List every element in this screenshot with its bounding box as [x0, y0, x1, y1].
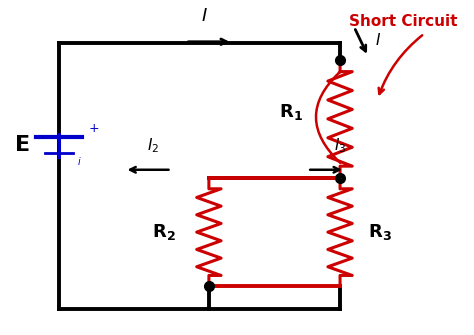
Text: $+$: $+$ — [88, 122, 99, 135]
Text: $i$: $i$ — [77, 155, 82, 167]
Text: $I$: $I$ — [375, 32, 381, 48]
FancyArrowPatch shape — [316, 72, 340, 163]
Text: $\mathbf{E}$: $\mathbf{E}$ — [14, 135, 29, 155]
Text: Short Circuit: Short Circuit — [349, 14, 457, 29]
Text: $\mathbf{R_3}$: $\mathbf{R_3}$ — [368, 222, 392, 242]
Text: $\mathbf{R_2}$: $\mathbf{R_2}$ — [152, 222, 176, 242]
Text: $\mathbf{R_1}$: $\mathbf{R_1}$ — [279, 102, 302, 122]
Text: $I_3$: $I_3$ — [334, 136, 346, 155]
Text: $I_2$: $I_2$ — [146, 136, 159, 155]
Text: $I$: $I$ — [201, 7, 208, 25]
